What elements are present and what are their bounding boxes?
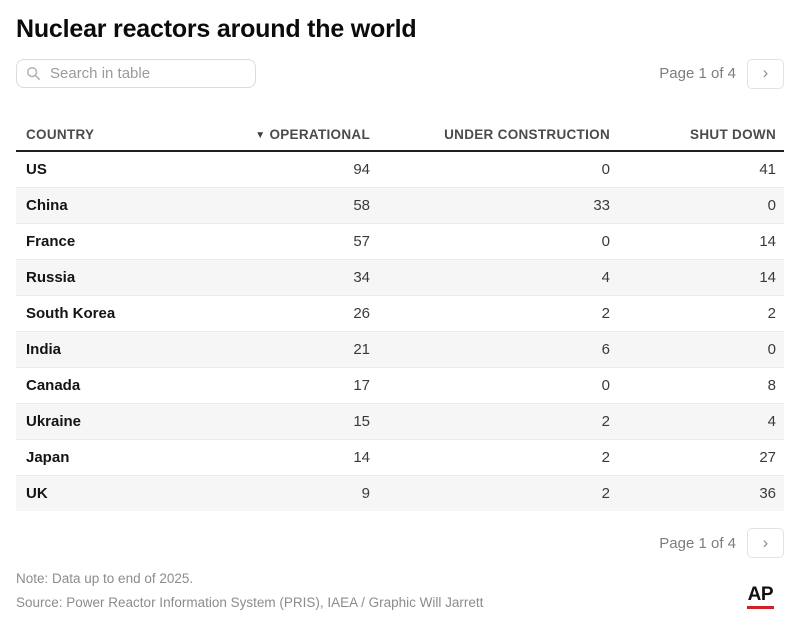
column-header-operational-label: Operational: [269, 127, 370, 142]
table-row: France 57 0 14: [16, 223, 784, 260]
country-cell: US: [26, 161, 47, 178]
table-row: India 21 6 0: [16, 331, 784, 368]
chevron-right-icon: ›: [762, 63, 769, 82]
pagination-top: Page 1 of 4 ›: [659, 58, 784, 89]
shut-down-cell: 36: [618, 475, 784, 511]
chevron-right-icon: ›: [762, 532, 769, 552]
search-icon: [26, 66, 41, 81]
country-cell: Ukraine: [16, 403, 238, 440]
country-cell: Japan: [16, 439, 238, 476]
next-page-button[interactable]: ›: [747, 58, 784, 89]
source-text: Source: Power Reactor Information System…: [16, 595, 484, 610]
country-cell: China: [16, 187, 238, 224]
table-row: UK 9 2 36: [16, 475, 784, 511]
country-cell: Russia: [16, 259, 238, 296]
operational-cell: 58: [238, 187, 378, 224]
page-indicator: Page 1 of 4: [659, 534, 736, 552]
under-construction-cell: 2: [378, 295, 618, 332]
operational-cell: 17: [238, 367, 378, 404]
under-construction-cell: 0: [601, 161, 610, 178]
country-cell: France: [16, 223, 238, 260]
shut-down-cell: 14: [618, 223, 784, 260]
column-header-under-construction[interactable]: Under construction: [378, 119, 618, 152]
operational-cell: 34: [238, 259, 378, 296]
country-cell: India: [16, 331, 238, 368]
operational-cell: 94: [353, 161, 370, 178]
shut-down-cell: 4: [618, 403, 784, 440]
table-row: Canada 17 0 8: [16, 367, 784, 404]
shut-down-cell: 41: [759, 161, 776, 178]
shut-down-cell: 2: [618, 295, 784, 332]
table-row: Ukraine 15 2 4: [16, 403, 784, 440]
operational-cell: 26: [238, 295, 378, 332]
under-construction-cell: 6: [378, 331, 618, 368]
operational-cell: 9: [238, 475, 378, 511]
shut-down-cell: 14: [618, 259, 784, 296]
column-header-country[interactable]: Country: [16, 119, 238, 152]
column-header-operational[interactable]: ▼ Operational: [238, 119, 378, 152]
country-cell: UK: [16, 475, 238, 511]
header-row: Country ▼ Operational Under construction …: [16, 119, 784, 152]
under-construction-cell: 4: [378, 259, 618, 296]
shut-down-cell: 27: [618, 439, 784, 476]
ap-logo: AP: [746, 585, 774, 609]
operational-cell: 21: [238, 331, 378, 368]
operational-cell: 14: [238, 439, 378, 476]
table-row: Japan 14 2 27: [16, 439, 784, 476]
page-title: Nuclear reactors around the world: [16, 15, 417, 43]
operational-cell: 15: [238, 403, 378, 440]
shut-down-cell: 8: [618, 367, 784, 404]
table-row: South Korea 26 2 2: [16, 295, 784, 332]
table-row: Russia 34 4 14: [16, 259, 784, 296]
search-input[interactable]: [48, 64, 246, 83]
reactors-table: Country ▼ Operational Under construction …: [16, 119, 784, 511]
next-page-button[interactable]: ›: [747, 528, 784, 558]
note-text: Note: Data up to end of 2025.: [16, 571, 194, 586]
under-construction-cell: 33: [378, 187, 618, 224]
under-construction-cell: 2: [378, 475, 618, 511]
under-construction-cell: 0: [378, 223, 618, 260]
pagination-bottom: Page 1 of 4 ›: [16, 528, 784, 558]
operational-cell: 57: [238, 223, 378, 260]
shut-down-cell: 0: [618, 331, 784, 368]
under-construction-cell: 0: [378, 367, 618, 404]
country-cell: Canada: [16, 367, 238, 404]
table-row: China 58 33 0: [16, 187, 784, 224]
under-construction-cell: 2: [378, 439, 618, 476]
page-indicator: Page 1 of 4: [659, 65, 736, 82]
table-row: US 94 0 41: [16, 151, 784, 188]
under-construction-cell: 2: [378, 403, 618, 440]
sort-desc-icon: ▼: [255, 130, 266, 141]
country-cell: South Korea: [16, 295, 238, 332]
search-box[interactable]: [16, 59, 256, 88]
column-header-shut-down[interactable]: Shut down: [618, 119, 784, 152]
toolbar: Page 1 of 4 ›: [16, 58, 784, 89]
shut-down-cell: 0: [618, 187, 784, 224]
